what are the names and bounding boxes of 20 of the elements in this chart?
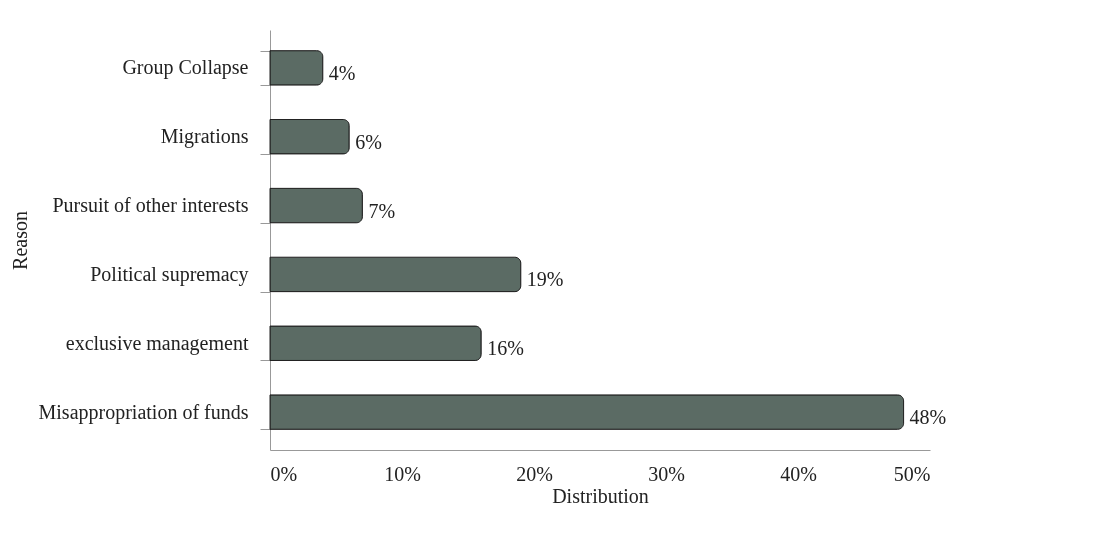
- data-label: 19%: [526, 268, 564, 291]
- x-tick-label: 0%: [270, 462, 298, 485]
- y-tick-label: Pursuit of other interests: [52, 194, 249, 217]
- data-label: 48%: [909, 406, 947, 429]
- x-tick-label: 50%: [893, 462, 931, 485]
- y-axis-title: Reason: [8, 211, 31, 270]
- x-tick-label: 30%: [648, 462, 685, 485]
- data-label: 4%: [328, 61, 356, 84]
- x-tick-label: 40%: [780, 462, 817, 485]
- y-tick-label: Migrations: [160, 125, 249, 149]
- y-tick-label: Political supremacy: [90, 262, 249, 286]
- y-tick-label: Misappropriation of funds: [38, 400, 249, 424]
- x-axis-title: Distribution: [552, 484, 649, 507]
- y-tick-label: exclusive management: [65, 331, 249, 355]
- data-label: 6%: [355, 130, 382, 153]
- data-label: 16%: [487, 337, 524, 360]
- x-tick-label: 20%: [516, 462, 553, 485]
- data-label: 7%: [368, 199, 396, 222]
- x-tick-label: 10%: [384, 462, 421, 485]
- y-tick-label: Group Collapse: [122, 56, 249, 80]
